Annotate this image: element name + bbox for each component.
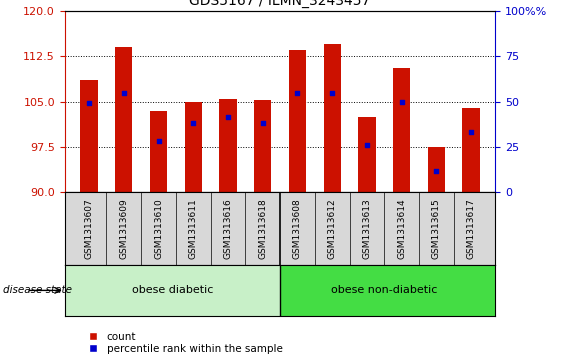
Text: obese diabetic: obese diabetic: [132, 285, 213, 295]
Bar: [462, 108, 480, 192]
Text: GSM1313613: GSM1313613: [363, 198, 372, 259]
Text: obese non-diabetic: obese non-diabetic: [331, 285, 437, 295]
Bar: [65, 265, 280, 316]
Bar: [428, 147, 445, 192]
Point: [432, 168, 441, 174]
Text: GSM1313615: GSM1313615: [432, 198, 441, 259]
Bar: [254, 101, 271, 192]
Text: GSM1313611: GSM1313611: [189, 198, 198, 259]
Bar: [150, 111, 167, 192]
Bar: [220, 99, 236, 192]
Text: GSM1313610: GSM1313610: [154, 198, 163, 259]
Bar: [185, 102, 202, 192]
Point: [154, 138, 163, 144]
Point: [84, 100, 93, 106]
Text: GSM1313618: GSM1313618: [258, 198, 267, 259]
Bar: [115, 47, 132, 192]
Bar: [81, 81, 98, 192]
Point: [189, 120, 198, 126]
Text: GSM1313614: GSM1313614: [397, 198, 406, 259]
Bar: [324, 44, 341, 192]
Title: GDS5167 / ILMN_3243457: GDS5167 / ILMN_3243457: [190, 0, 370, 8]
Bar: [358, 117, 376, 192]
Text: GSM1313607: GSM1313607: [84, 198, 93, 259]
Point: [328, 90, 337, 95]
Bar: [289, 50, 306, 192]
Point: [224, 114, 233, 120]
Legend: count, percentile rank within the sample: count, percentile rank within the sample: [78, 327, 287, 358]
Point: [467, 129, 476, 135]
Point: [363, 142, 372, 148]
Text: GSM1313617: GSM1313617: [467, 198, 476, 259]
Point: [258, 120, 267, 126]
Point: [397, 99, 406, 105]
Bar: [393, 68, 410, 192]
Text: GSM1313616: GSM1313616: [224, 198, 233, 259]
Text: GSM1313608: GSM1313608: [293, 198, 302, 259]
Text: disease state: disease state: [3, 285, 72, 295]
Bar: [280, 265, 495, 316]
Point: [119, 90, 128, 95]
Point: [293, 90, 302, 95]
Text: GSM1313609: GSM1313609: [119, 198, 128, 259]
Text: GSM1313612: GSM1313612: [328, 198, 337, 259]
